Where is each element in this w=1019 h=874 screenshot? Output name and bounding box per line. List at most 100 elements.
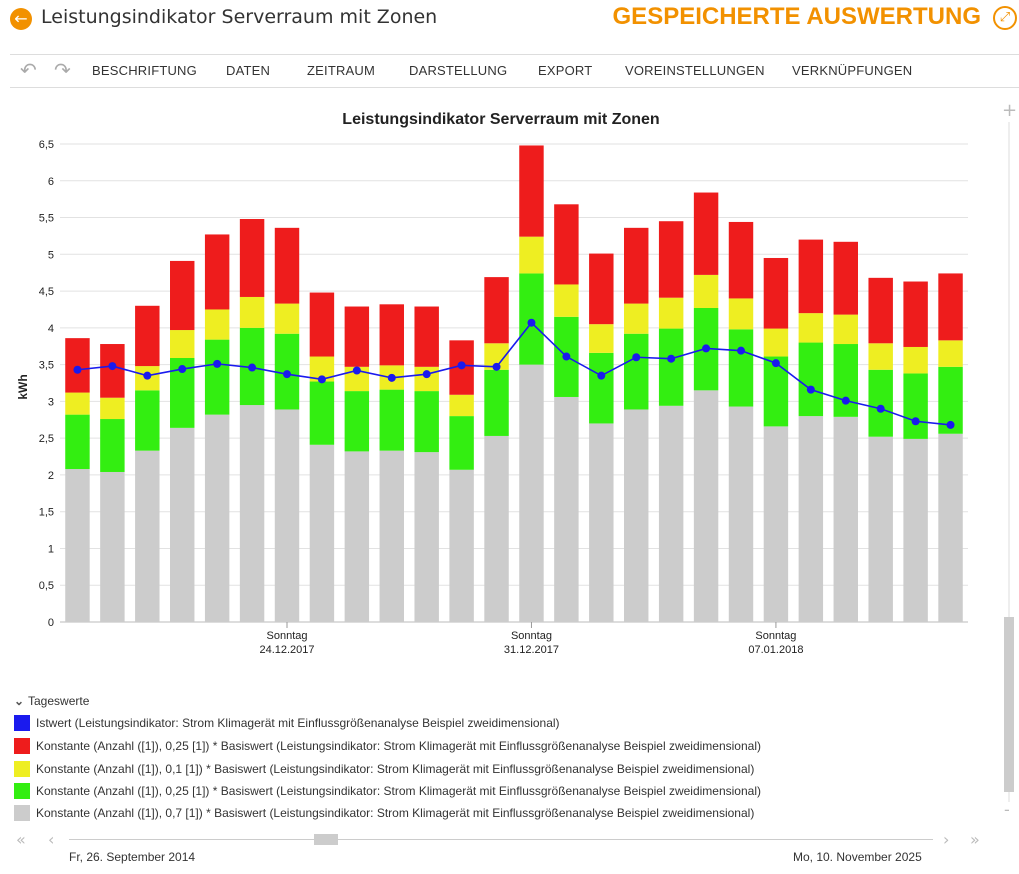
legend-item-label: Konstante (Anzahl ([1]), 0,7 [1]) * Basi…: [36, 806, 755, 820]
bar-yellow: [728, 298, 754, 330]
bar-yellow: [519, 236, 544, 274]
timeline-slider-track[interactable]: [69, 839, 933, 840]
y-tick-label: 3: [48, 396, 54, 408]
bar-red: [344, 306, 370, 367]
legend-item[interactable]: Konstante (Anzahl ([1]), 0,25 [1]) * Bas…: [14, 783, 761, 799]
legend-swatch: [14, 715, 30, 731]
bar-gray: [204, 414, 230, 622]
bar-red: [519, 145, 544, 237]
menu-daten[interactable]: DATEN: [226, 63, 271, 78]
legend-item[interactable]: Konstante (Anzahl ([1]), 0,7 [1]) * Basi…: [14, 805, 754, 821]
jump-start-icon[interactable]: «: [16, 830, 26, 849]
bar-yellow: [170, 330, 195, 358]
bar-gray: [344, 451, 370, 622]
chevron-down-icon: ⌄: [14, 694, 25, 708]
bar-yellow: [204, 309, 230, 340]
undo-icon[interactable]: ↶: [20, 58, 37, 82]
istwert-point: [457, 361, 466, 370]
bar-yellow: [65, 392, 90, 415]
grid-lines: [60, 143, 968, 623]
menu-darstellung[interactable]: DARSTELLUNG: [409, 63, 508, 78]
x-tick-label: 31.12.2017: [504, 644, 559, 656]
bar-green: [798, 342, 824, 417]
bar-red: [309, 292, 335, 357]
back-arrow-icon[interactable]: ←: [10, 8, 32, 30]
vertical-scroll-track[interactable]: [1008, 122, 1010, 802]
redo-icon[interactable]: ↷: [54, 58, 71, 82]
bar-red: [624, 227, 649, 304]
istwert-point: [213, 359, 222, 368]
range-end-date: Mo, 10. November 2025: [793, 850, 922, 864]
bar-green: [903, 373, 928, 439]
menu-voreinstellungen[interactable]: VOREINSTELLUNGEN: [625, 63, 765, 78]
bar-gray: [170, 427, 195, 622]
bar-yellow: [589, 324, 614, 353]
istwert-point: [422, 370, 431, 379]
legend-item[interactable]: Konstante (Anzahl ([1]), 0,1 [1]) * Basi…: [14, 761, 754, 777]
y-tick-label: 5: [48, 249, 54, 261]
timeline-slider-thumb[interactable]: [314, 834, 338, 845]
y-tick-label: 5,5: [39, 213, 54, 225]
y-tick-label: 0: [48, 617, 54, 629]
y-tick-label: 2,5: [39, 433, 54, 445]
x-tick-label: 24.12.2017: [259, 644, 314, 656]
bar-yellow: [239, 296, 265, 328]
istwert-point: [352, 366, 361, 375]
legend-item[interactable]: Konstante (Anzahl ([1]), 0,25 [1]) * Bas…: [14, 738, 761, 754]
legend-group-toggle[interactable]: ⌄ Tageswerte: [14, 694, 89, 708]
step-forward-icon[interactable]: ›: [943, 830, 950, 849]
istwert-point: [492, 362, 501, 371]
legend-item-label: Konstante (Anzahl ([1]), 0,1 [1]) * Basi…: [36, 762, 755, 776]
bar-yellow: [658, 297, 684, 329]
legend-swatch: [14, 761, 30, 777]
stacked-bar-chart: Leistungsindikator Serverraum mit Zonen …: [16, 111, 968, 656]
x-tick-label: Sonntag: [511, 630, 552, 642]
istwert-point: [562, 352, 571, 361]
menu-zeitraum[interactable]: ZEITRAUM: [307, 63, 376, 78]
x-tick-labels: Sonntag 24.12.2017 Sonntag 31.12.2017 Sonnta…: [259, 622, 803, 656]
istwert-point: [143, 371, 152, 380]
bar-green: [414, 391, 439, 453]
istwert-point: [841, 396, 850, 405]
bar-yellow: [903, 346, 928, 374]
bar-yellow: [763, 328, 789, 357]
bar-yellow: [100, 397, 125, 420]
saved-analysis-label: GESPEICHERTE AUSWERTUNG: [612, 3, 981, 30]
bar-gray: [239, 405, 265, 622]
bar-red: [414, 306, 439, 367]
y-tick-label: 3,5: [39, 360, 54, 372]
bar-gray: [868, 436, 893, 622]
bar-red: [903, 281, 928, 347]
bar-gray: [414, 452, 439, 622]
bar-green: [449, 416, 474, 470]
bar-yellow: [449, 394, 474, 417]
istwert-point: [248, 363, 257, 372]
bar-red: [100, 344, 125, 398]
bar-red: [589, 253, 614, 325]
jump-end-icon[interactable]: »: [970, 830, 980, 849]
bar-green: [728, 329, 754, 407]
menu-verknuepfungen[interactable]: VERKNÜPFUNGEN: [792, 63, 913, 78]
bar-yellow: [554, 284, 579, 317]
bar-gray: [379, 450, 404, 622]
legend-group-label: Tageswerte: [28, 694, 90, 708]
bar-red: [239, 219, 265, 297]
bar-gray: [693, 390, 719, 622]
y-tick-label: 2: [48, 470, 54, 482]
bar-gray: [624, 409, 649, 622]
expand-icon[interactable]: ⤢: [993, 6, 1017, 30]
menu-export[interactable]: EXPORT: [538, 63, 593, 78]
istwert-line: [73, 318, 955, 429]
zoom-in-icon[interactable]: +: [1002, 100, 1018, 121]
bar-green: [868, 369, 893, 437]
menu-beschriftung[interactable]: BESCHRIFTUNG: [92, 63, 197, 78]
bar-red: [658, 221, 684, 298]
vertical-scroll-thumb[interactable]: [1004, 617, 1014, 792]
step-back-icon[interactable]: ‹: [48, 830, 55, 849]
legend-item[interactable]: Istwert (Leistungsindikator: Strom Klima…: [14, 715, 560, 731]
bar-gray: [135, 450, 160, 622]
bar-gray: [65, 469, 90, 622]
istwert-point: [771, 359, 780, 368]
bar-green: [100, 419, 125, 472]
zoom-out-icon[interactable]: -: [1004, 800, 1010, 819]
